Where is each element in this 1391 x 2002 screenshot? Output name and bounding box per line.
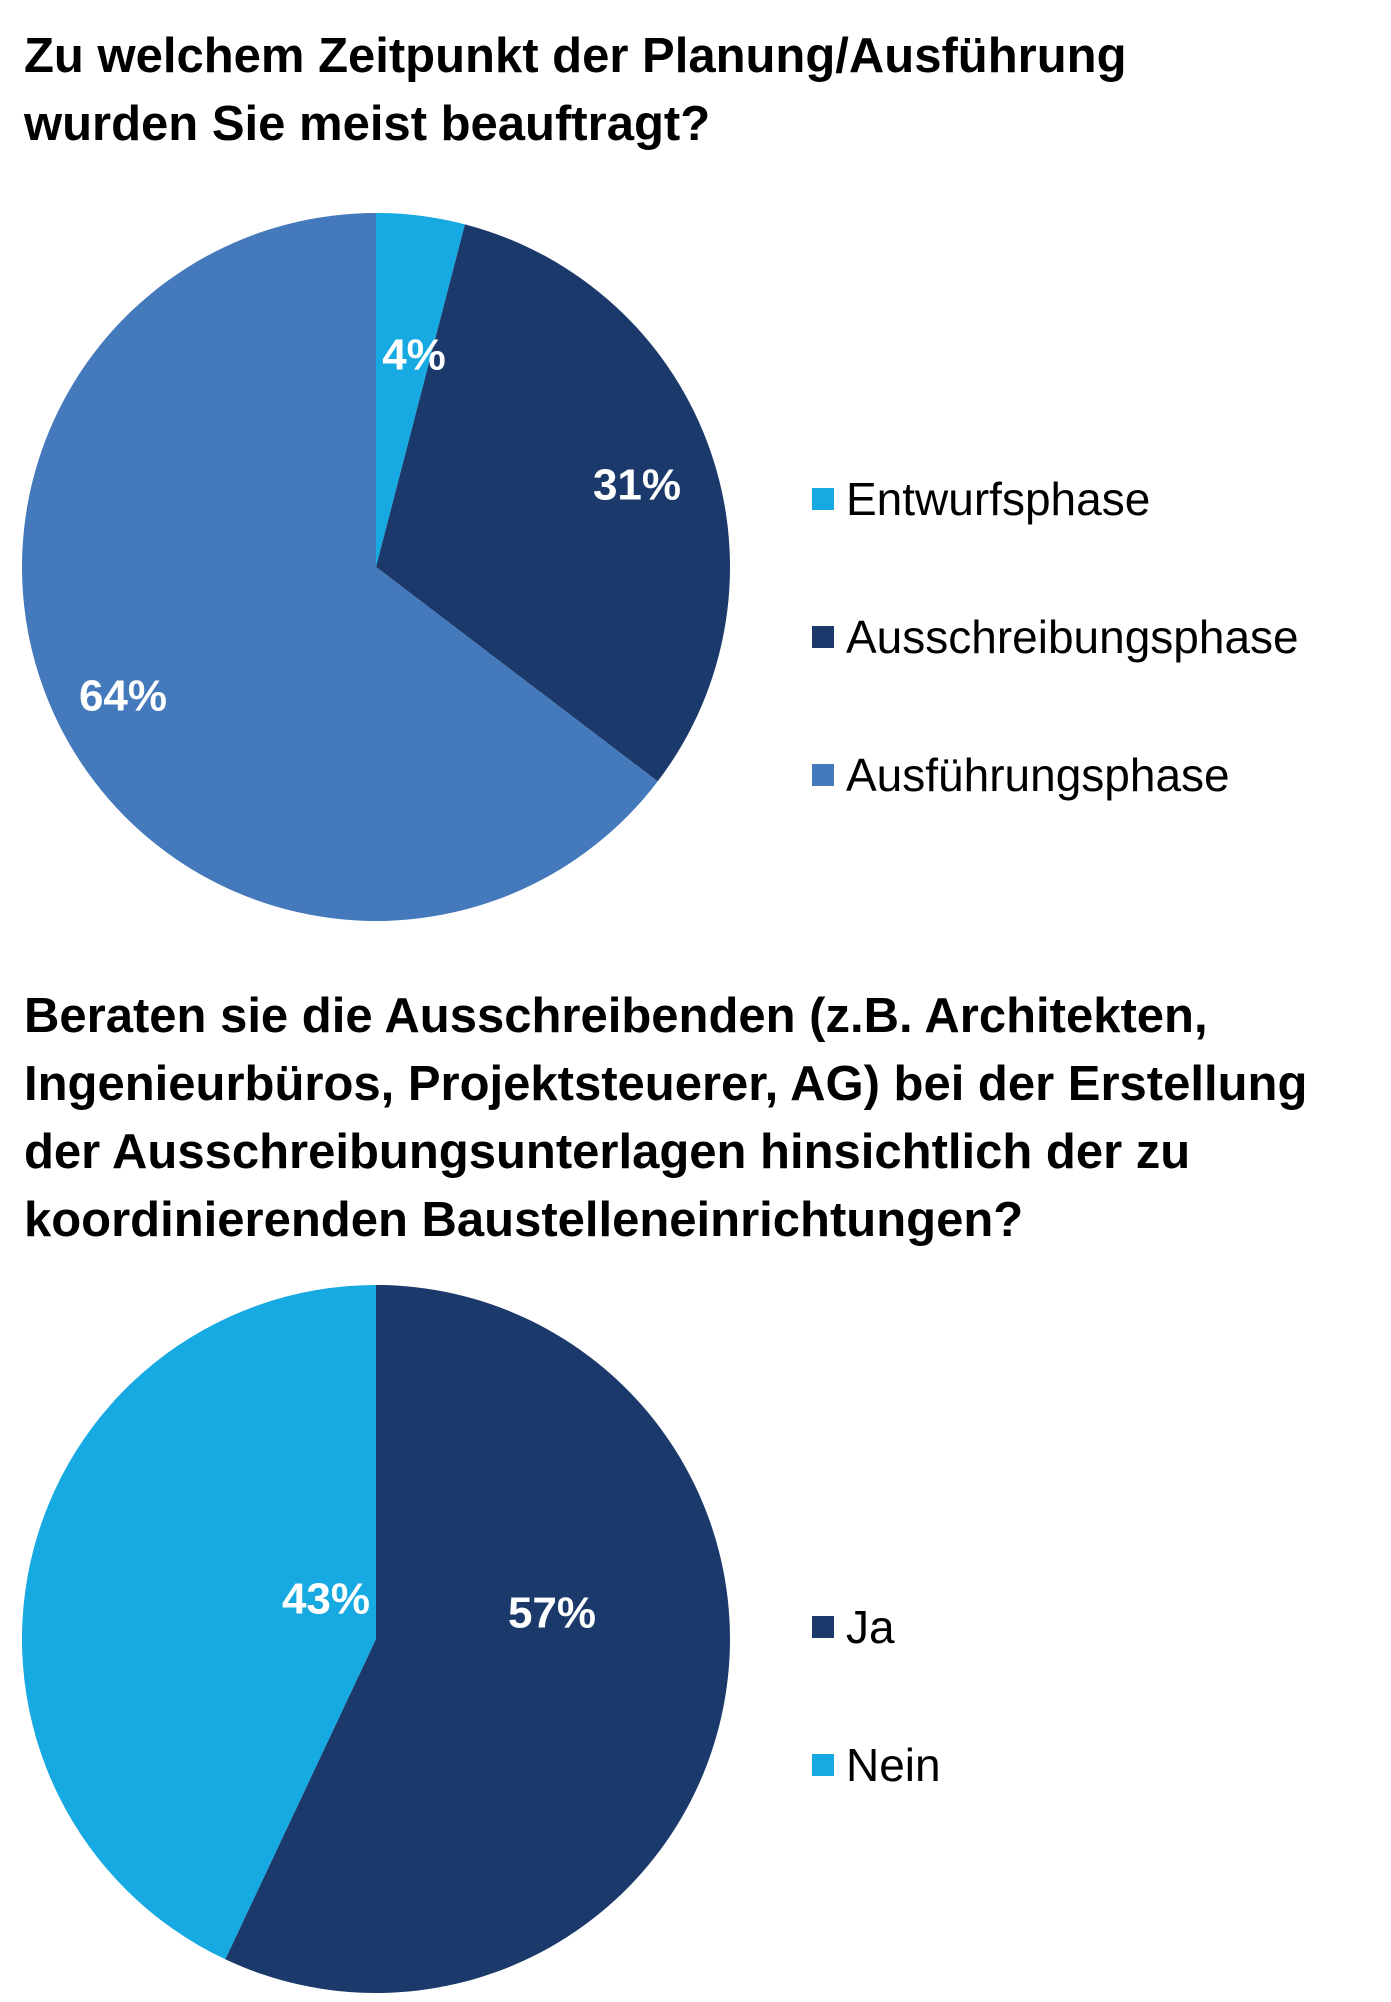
legend-label: Nein [846,1739,941,1791]
data-label-ausschreibungsphase: 31% [593,461,681,510]
pie-slice-nein [21,1285,377,1960]
data-label-nein: 43% [282,1575,370,1624]
data-label-entwurfsphase: 4% [382,331,446,380]
legend-swatch [812,626,834,648]
pie-slice-entwurfsphase [376,213,465,567]
legend-label: Entwurfsphase [846,473,1151,525]
legend-item-ausschreibungsphase: Ausschreibungsphase [812,568,1299,706]
legend-swatch [812,764,834,786]
pie-slice-ausschreibungsphase [376,224,731,782]
pie-chart: 57% 43% [21,1285,730,1993]
chart-title: Zu welchem Zeitpunkt der Planung/Ausführ… [24,29,1127,151]
legend-item-ausführungsphase: Ausführungsphase [812,706,1299,844]
legend-swatch [812,1754,834,1776]
legend-label: Ja [846,1601,895,1653]
data-label-ausführungsphase: 64% [79,672,167,721]
pie-chart: 4% 31% 64% [22,213,731,922]
legend-swatch [812,488,834,510]
legend-label: Ausschreibungsphase [846,611,1299,663]
pie-slice-ja [225,1285,730,1993]
pie-slice-ausführungsphase [22,213,658,922]
legend-item-ja: Ja [812,1558,941,1696]
chart-title: Beraten sie die Ausschreibenden (z.B. Ar… [24,989,1308,1247]
legend-item-nein: Nein [812,1696,941,1834]
legend: Ja Nein [812,1558,941,1834]
chart-timing: Zu welchem Zeitpunkt der Planung/Ausführ… [0,0,1391,930]
data-label-ja: 57% [508,1589,596,1638]
legend-label: Ausführungsphase [846,749,1230,801]
legend-item-entwurfsphase: Entwurfsphase [812,430,1299,568]
chart-consulting: Beraten sie die Ausschreibenden (z.B. Ar… [0,960,1391,2000]
legend-swatch [812,1616,834,1638]
legend: Entwurfsphase Ausschreibungsphase Ausführu… [812,430,1299,844]
